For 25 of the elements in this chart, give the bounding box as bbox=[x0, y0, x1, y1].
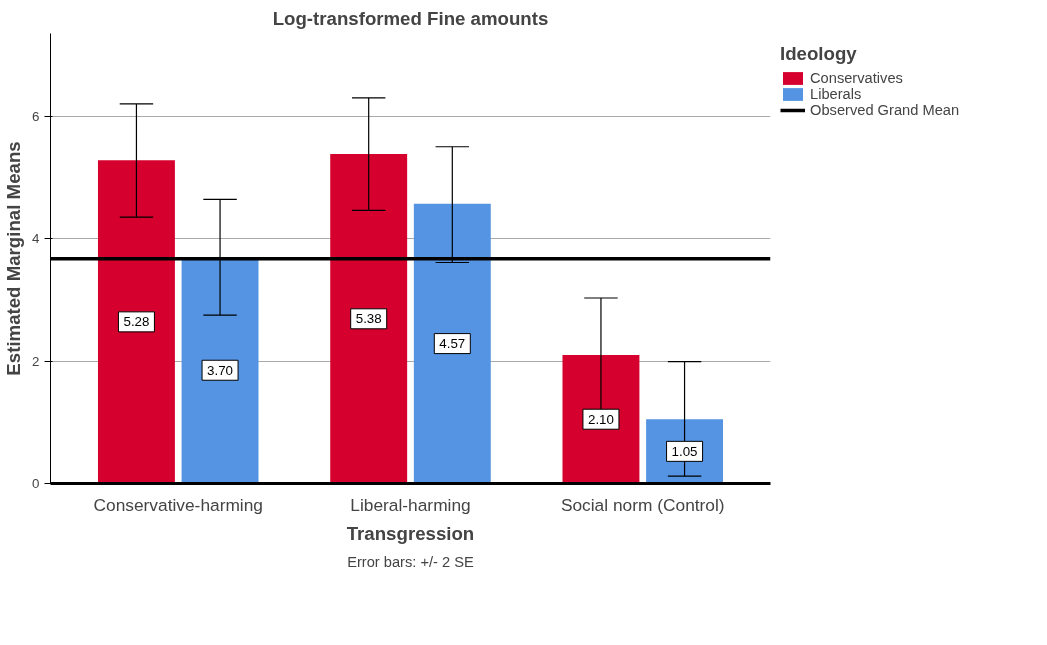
bar bbox=[562, 354, 640, 484]
bar bbox=[330, 154, 408, 484]
bar bbox=[97, 160, 175, 484]
x-tick-label: Liberal-harming bbox=[350, 494, 471, 515]
text: Error bars: +/- 2 SE bbox=[347, 553, 475, 570]
data-label: 4.57 bbox=[439, 336, 466, 352]
chart-title: Log-transformed Fine amounts bbox=[272, 7, 549, 29]
legend-label: Conservatives bbox=[810, 70, 903, 86]
data-label: 2.10 bbox=[587, 411, 614, 427]
y-tick-label: 0 bbox=[32, 476, 40, 491]
x-tick-label: Conservative-harming bbox=[93, 494, 263, 515]
legend-label: Liberals bbox=[810, 86, 862, 102]
y-tick-label: 2 bbox=[32, 353, 40, 369]
legend-title: Ideology bbox=[780, 43, 858, 65]
x-axis-title: Transgression bbox=[346, 522, 475, 544]
data-label: 3.70 bbox=[207, 362, 234, 378]
x-tick-label: Social norm (Control) bbox=[560, 494, 725, 515]
data-label: 5.28 bbox=[123, 314, 150, 330]
y-tick-label: 4 bbox=[32, 231, 41, 247]
legend-label: Observed Grand Mean bbox=[810, 102, 960, 118]
data-label: 1.05 bbox=[671, 443, 698, 459]
y-tick-label: 6 bbox=[32, 108, 40, 124]
data-label: 5.38 bbox=[355, 311, 382, 327]
bar bbox=[413, 203, 491, 484]
y-axis-title: Estimated Marginal Means bbox=[3, 141, 25, 376]
